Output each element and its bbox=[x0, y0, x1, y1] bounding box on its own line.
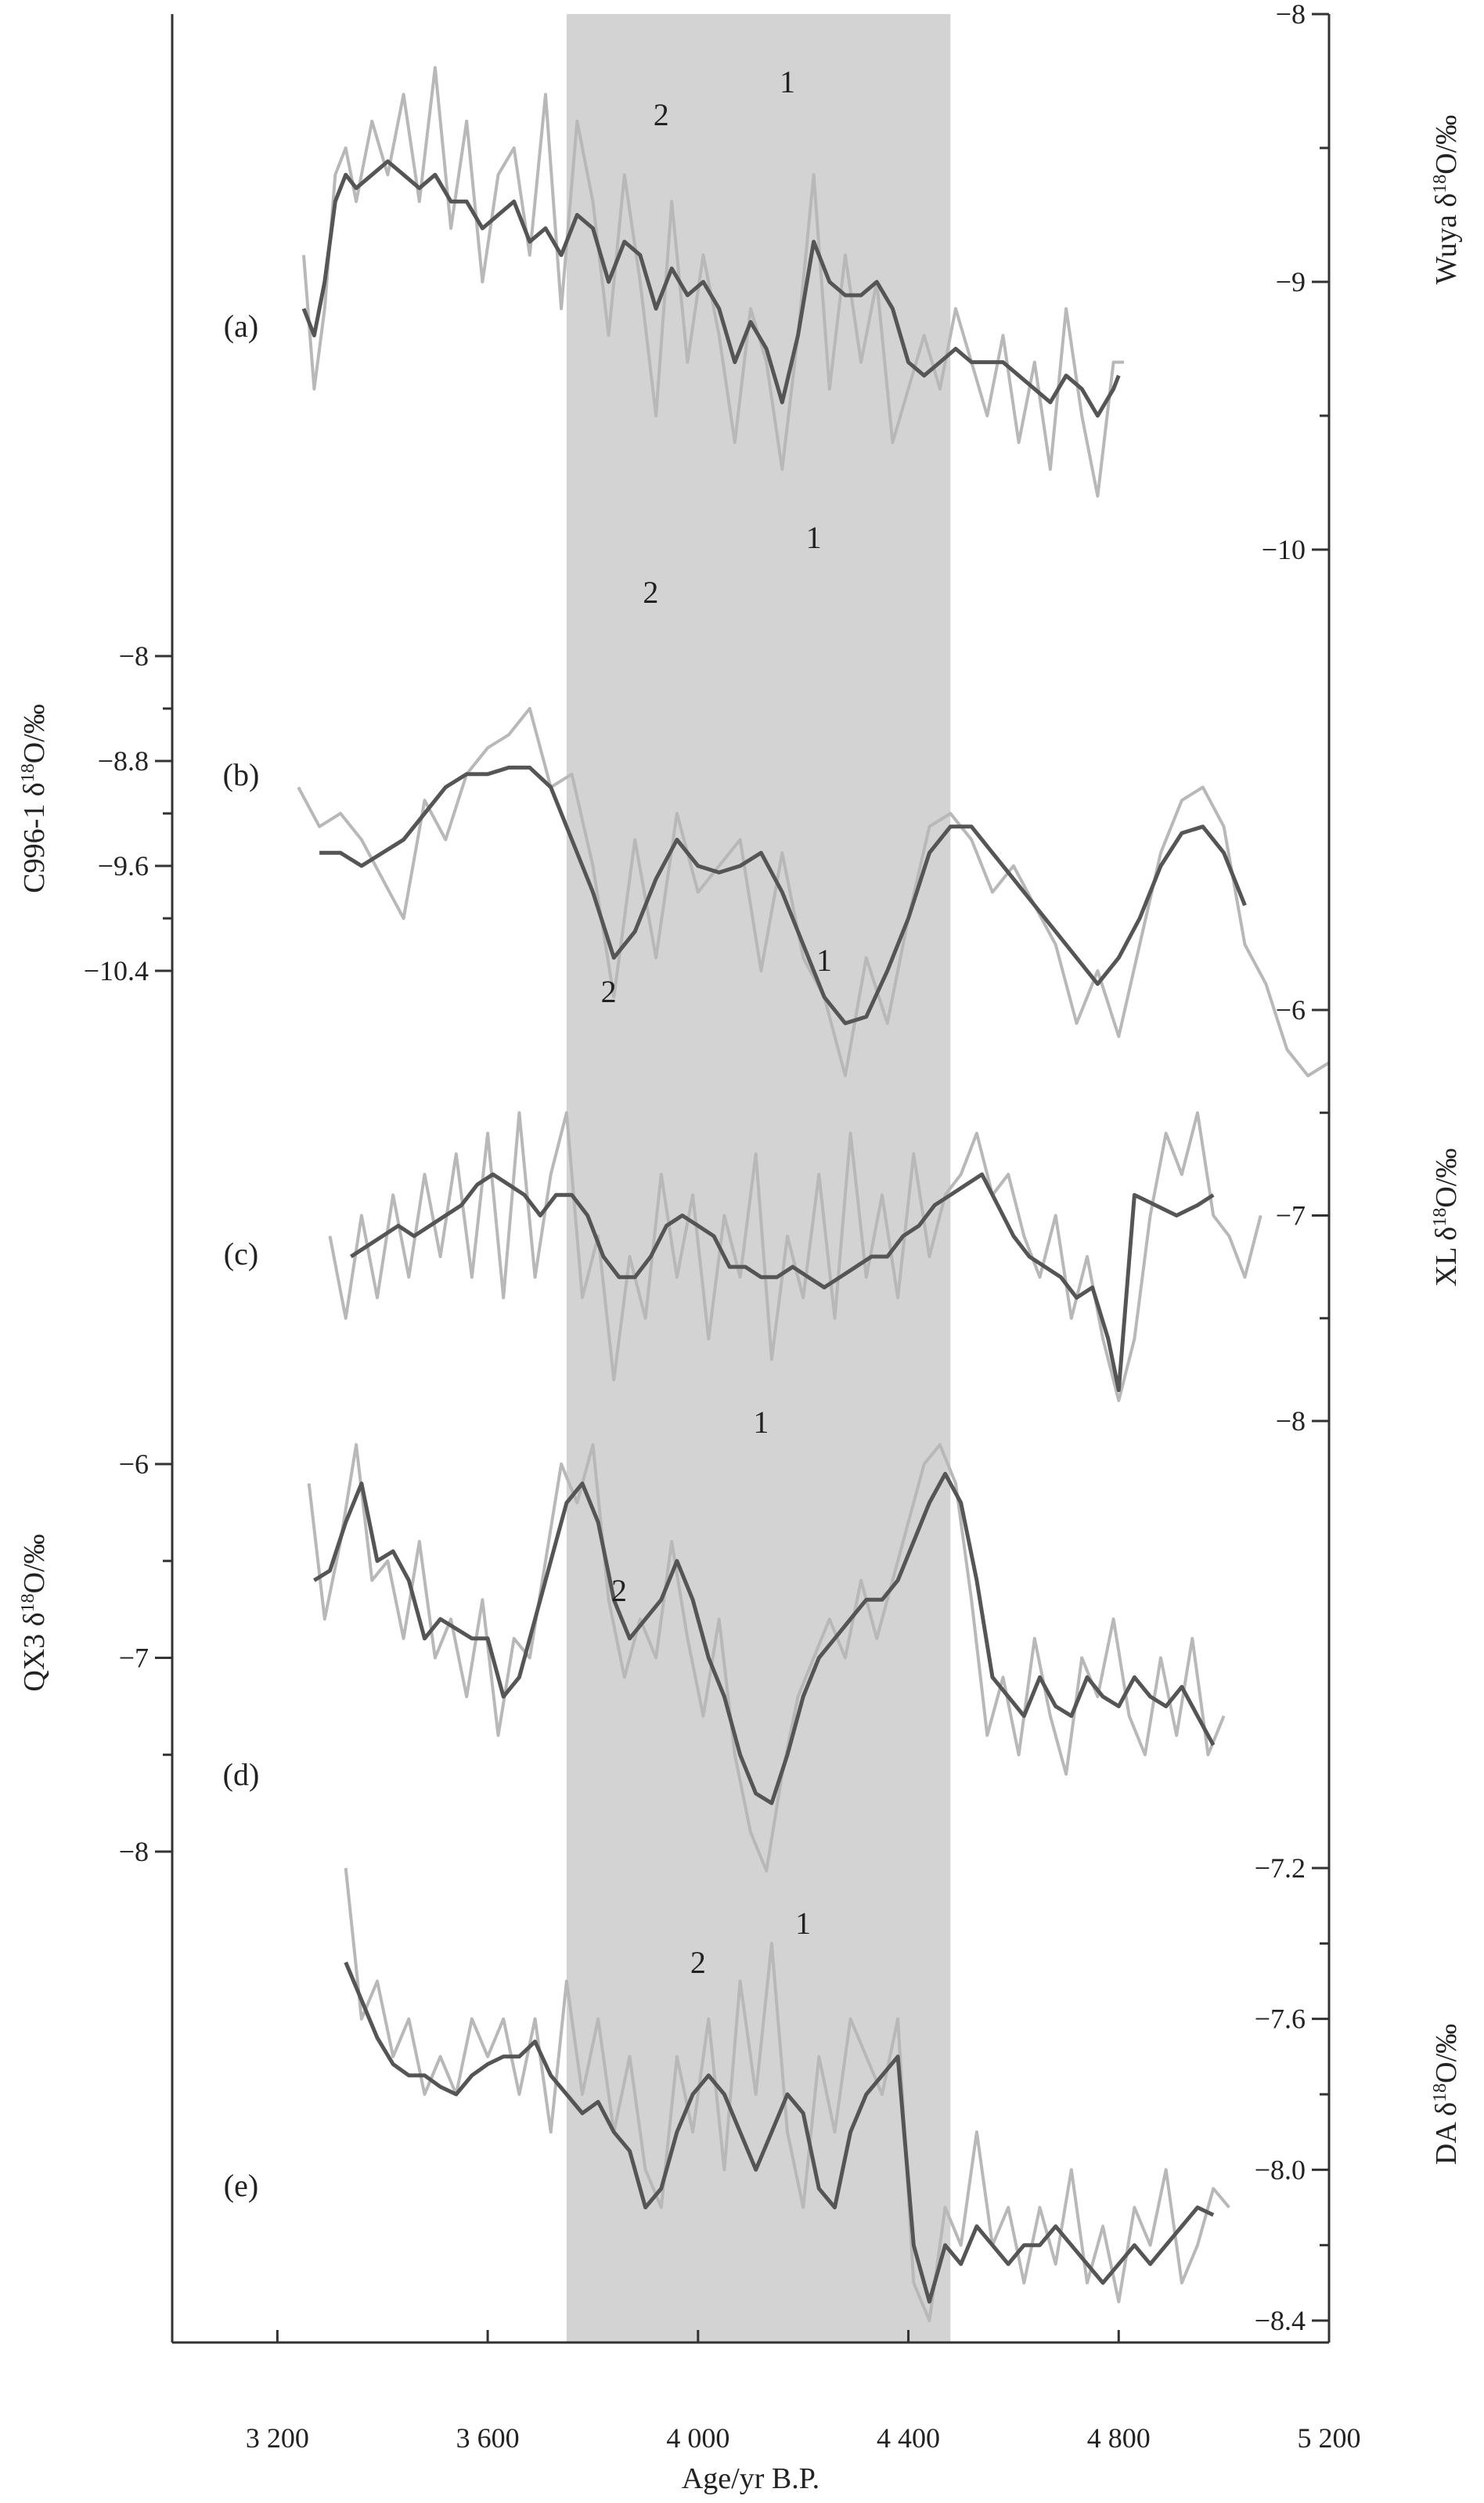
event-label-b-2: 2 bbox=[643, 575, 658, 610]
series-layer bbox=[297, 66, 1331, 2322]
axes-layer: Age/yr B.P. 3 200 3 600 4 000 4 400 4 800 5 2… bbox=[18, 0, 1463, 2495]
series-d-smoothed bbox=[313, 1471, 1216, 1805]
event-label-d-2: 2 bbox=[611, 1573, 627, 1608]
y-tick-label-c: −8 bbox=[1276, 1405, 1306, 1437]
y-axis-title-a: Wuya δ18O/‰ bbox=[1430, 115, 1463, 285]
series-a-raw bbox=[302, 66, 1124, 498]
y-tick-label-d: −8 bbox=[119, 1836, 149, 1867]
y-tick-label-e: −7.2 bbox=[1255, 1852, 1306, 1884]
y-tick-label-d: −6 bbox=[119, 1448, 149, 1480]
series-a-smoothed bbox=[301, 159, 1121, 418]
x-tick-label: 5 200 bbox=[1298, 2422, 1361, 2454]
series-e-smoothed bbox=[344, 1961, 1215, 2304]
x-tick-label: 3 200 bbox=[246, 2422, 309, 2454]
event-label-c-2: 2 bbox=[601, 974, 617, 1009]
panel-label-d: (d) bbox=[223, 1757, 260, 1792]
series-b-raw bbox=[297, 707, 1331, 1077]
y-tick-label-e: −8.0 bbox=[1255, 2154, 1306, 2185]
y-tick-label-b: −8.8 bbox=[98, 745, 149, 777]
panel-label-a: (a) bbox=[224, 308, 258, 344]
panel-label-b: (b) bbox=[223, 757, 260, 792]
series-b-smoothed bbox=[319, 765, 1247, 1026]
event-label-e-2: 2 bbox=[690, 1945, 706, 1980]
x-tick-label: 4 400 bbox=[877, 2422, 940, 2454]
y-tick-label-a: −10 bbox=[1262, 534, 1306, 565]
y-axis-title-e: DA δ18O/‰ bbox=[1430, 2024, 1463, 2165]
y-axis-title-c: XL δ18O/‰ bbox=[1430, 1149, 1463, 1287]
panel-label-c: (c) bbox=[224, 1236, 258, 1271]
x-tick-label: 4 000 bbox=[666, 2422, 729, 2454]
y-axis-title-b: C996-1 δ18O/‰ bbox=[18, 704, 51, 893]
y-tick-label-e: −7.6 bbox=[1255, 2003, 1306, 2035]
series-c-smoothed bbox=[350, 1172, 1215, 1393]
labels-layer: (a) 1 2 (b) 1 2 (c) 1 2 (d) 1 2 (e) 1 2 bbox=[223, 64, 832, 2203]
series-e-raw bbox=[344, 1867, 1230, 2322]
y-tick-label-b: −8 bbox=[119, 640, 149, 672]
y-tick-label-d: −7 bbox=[119, 1643, 149, 1674]
y-tick-label-b: −10.4 bbox=[84, 955, 149, 986]
x-tick-label: 3 600 bbox=[456, 2422, 520, 2454]
y-tick-label-c: −7 bbox=[1276, 1200, 1306, 1232]
x-axis-title: Age/yr B.P. bbox=[682, 2462, 819, 2495]
y-tick-label-a: −8 bbox=[1276, 0, 1306, 30]
event-label-c-1: 1 bbox=[816, 943, 832, 978]
event-label-e-1: 1 bbox=[795, 1906, 811, 1941]
event-label-a-2: 2 bbox=[654, 97, 669, 132]
series-d-raw bbox=[307, 1443, 1226, 1873]
event-label-b-1: 1 bbox=[806, 520, 822, 555]
y-axis-title-d: QX3 δ18O/‰ bbox=[18, 1534, 51, 1691]
x-tick-label: 4 800 bbox=[1087, 2422, 1151, 2454]
y-tick-label-c: −6 bbox=[1276, 994, 1306, 1026]
event-label-a-1: 1 bbox=[780, 64, 795, 99]
y-tick-label-b: −9.6 bbox=[98, 850, 149, 882]
y-tick-label-e: −8.4 bbox=[1255, 2305, 1306, 2336]
event-label-d-1: 1 bbox=[753, 1405, 769, 1440]
panel-label-e: (e) bbox=[224, 2168, 258, 2203]
y-tick-label-a: −9 bbox=[1276, 266, 1306, 298]
